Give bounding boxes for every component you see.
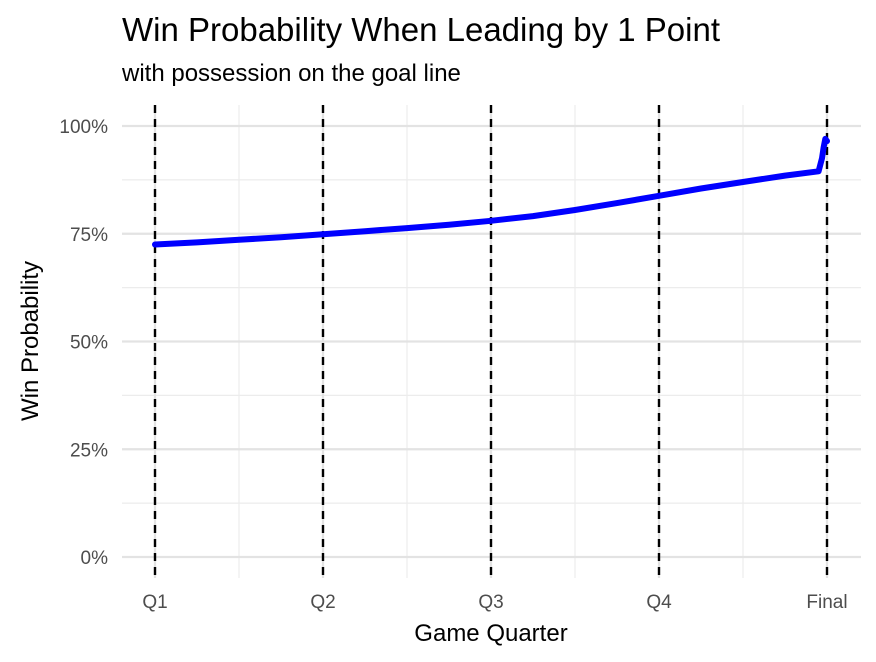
y-axis-title: Win Probability <box>17 261 44 421</box>
y-tick-label: 25% <box>70 440 108 461</box>
y-tick-label: 75% <box>70 225 108 246</box>
x-tick-label: Q2 <box>310 592 335 613</box>
x-tick-label: Q1 <box>142 592 167 613</box>
x-axis-title: Game Quarter <box>414 620 567 647</box>
series-lines <box>152 135 830 248</box>
y-tick-label: 100% <box>59 117 108 138</box>
win-probability-line <box>152 135 830 248</box>
chart-subtitle: with possession on the goal line <box>122 60 461 87</box>
x-tick-label: Q3 <box>478 592 503 613</box>
quarter-reference-lines <box>153 105 829 578</box>
y-tick-label: 50% <box>70 333 108 354</box>
x-tick-label: Final <box>806 592 847 613</box>
x-tick-labels: Q1 Q2 Q3 Q4 Final <box>142 592 847 613</box>
y-tick-labels: 0% 25% 50% 75% 100% <box>59 117 108 569</box>
y-tick-label: 0% <box>81 548 109 569</box>
chart-title: Win Probability When Leading by 1 Point <box>122 11 720 48</box>
x-tick-label: Q4 <box>646 592 672 613</box>
